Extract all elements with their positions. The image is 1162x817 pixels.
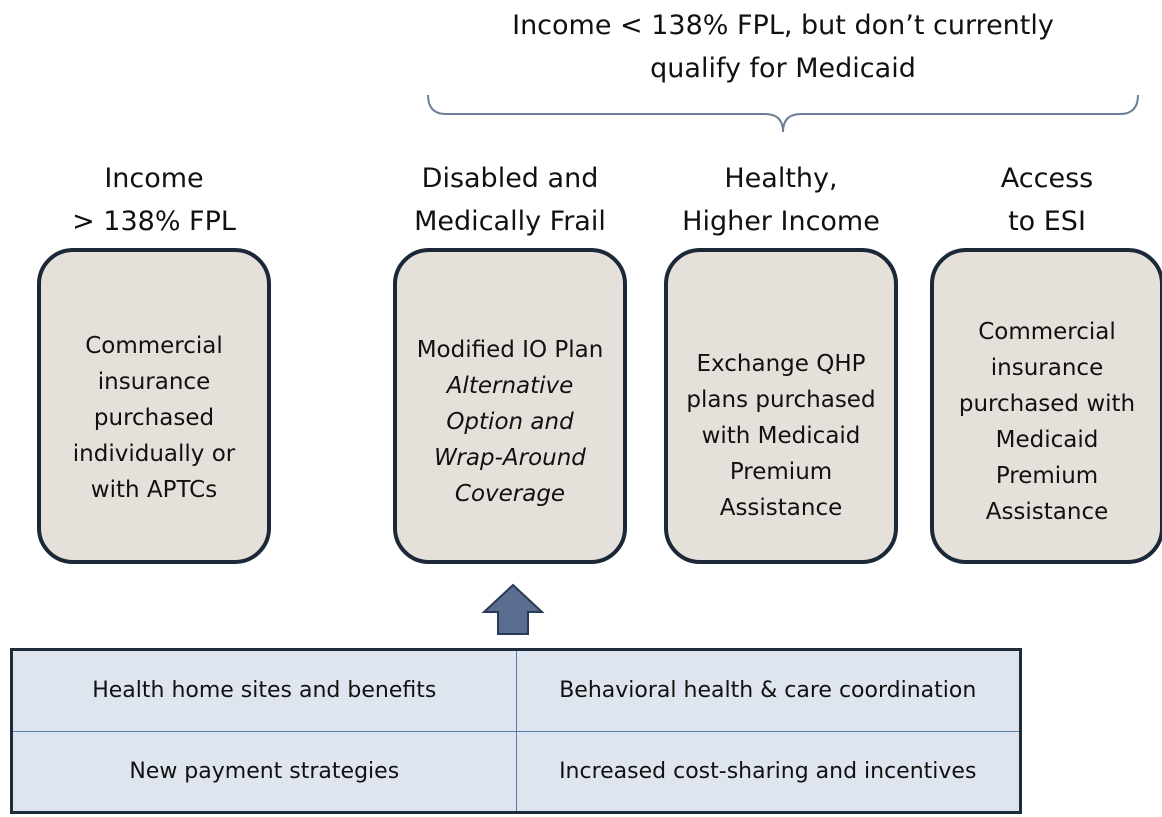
box-line: Premium: [729, 459, 833, 485]
column-heading: Income > 138% FPL: [24, 157, 284, 243]
bracket: [427, 94, 1139, 133]
box-line: individually or: [72, 441, 236, 467]
box-line: purchased: [93, 405, 215, 431]
box-italic-line: Option and: [446, 409, 574, 435]
box-line: with APTCs: [90, 477, 218, 503]
box-line: Assistance: [985, 499, 1109, 525]
heading-line: Higher Income: [682, 206, 880, 237]
table-cell: Health home sites and benefits: [11, 649, 517, 732]
option-box: Commercial insurance purchased with Medicai…: [930, 248, 1162, 564]
box-line: Commercial: [85, 333, 223, 359]
box-line: insurance: [97, 369, 211, 395]
box-text: Modified IO Plan Alternative Option and Wra…: [397, 332, 623, 512]
heading-line: to ESI: [1008, 206, 1086, 237]
bracket-label: Income < 138% FPL, but don’t currently qu…: [400, 4, 1162, 90]
box-text: Exchange QHP plans purchased with Medicaid…: [668, 346, 894, 526]
table-row: Health home sites and benefits Behavioral…: [11, 649, 1021, 732]
box-italic-line: Alternative: [446, 373, 574, 399]
heading-line: > 138% FPL: [72, 206, 236, 237]
option-box: Modified IO Plan Alternative Option and Wra…: [393, 248, 627, 564]
heading-line: Medically Frail: [414, 206, 606, 237]
box-text: Commercial insurance purchased individually…: [41, 328, 267, 508]
box-italic-line: Coverage: [454, 481, 566, 507]
bracket-label-line: qualify for Medicaid: [650, 53, 916, 84]
heading-line: Healthy,: [724, 163, 838, 194]
heading-line: Income: [104, 163, 204, 194]
box-italic-line: Wrap-Around: [434, 445, 586, 471]
box-line: purchased with: [958, 391, 1136, 417]
box-line: plans purchased: [686, 387, 876, 413]
box-line: Premium: [995, 463, 1099, 489]
table-row: New payment strategies Increased cost-sha…: [11, 730, 1021, 813]
box-line: insurance: [990, 355, 1104, 381]
heading-line: Access: [1000, 163, 1094, 194]
table-cell: Behavioral health & care coordination: [515, 649, 1021, 732]
option-box: Exchange QHP plans purchased with Medicaid…: [664, 248, 898, 564]
bracket-label-line: Income < 138% FPL, but don’t currently: [512, 10, 1054, 41]
box-line: with Medicaid: [701, 423, 861, 449]
arrow: [481, 583, 545, 635]
column-heading: Disabled and Medically Frail: [380, 157, 640, 243]
box-line: Modified IO Plan: [416, 337, 604, 363]
table-cell: New payment strategies: [11, 730, 517, 813]
program-table: Health home sites and benefits Behavioral…: [10, 648, 1022, 814]
heading-line: Disabled and: [421, 163, 599, 194]
box-text: Commercial insurance purchased with Medicai…: [934, 314, 1160, 530]
table-cell: Increased cost-sharing and incentives: [515, 730, 1021, 813]
option-box: Commercial insurance purchased individually…: [37, 248, 271, 564]
column-heading: Access to ESI: [917, 157, 1162, 243]
box-line: Commercial: [978, 319, 1116, 345]
box-line: Medicaid: [995, 427, 1099, 453]
box-line: Assistance: [719, 495, 843, 521]
column-heading: Healthy, Higher Income: [651, 157, 911, 243]
box-line: Exchange QHP: [696, 351, 866, 377]
